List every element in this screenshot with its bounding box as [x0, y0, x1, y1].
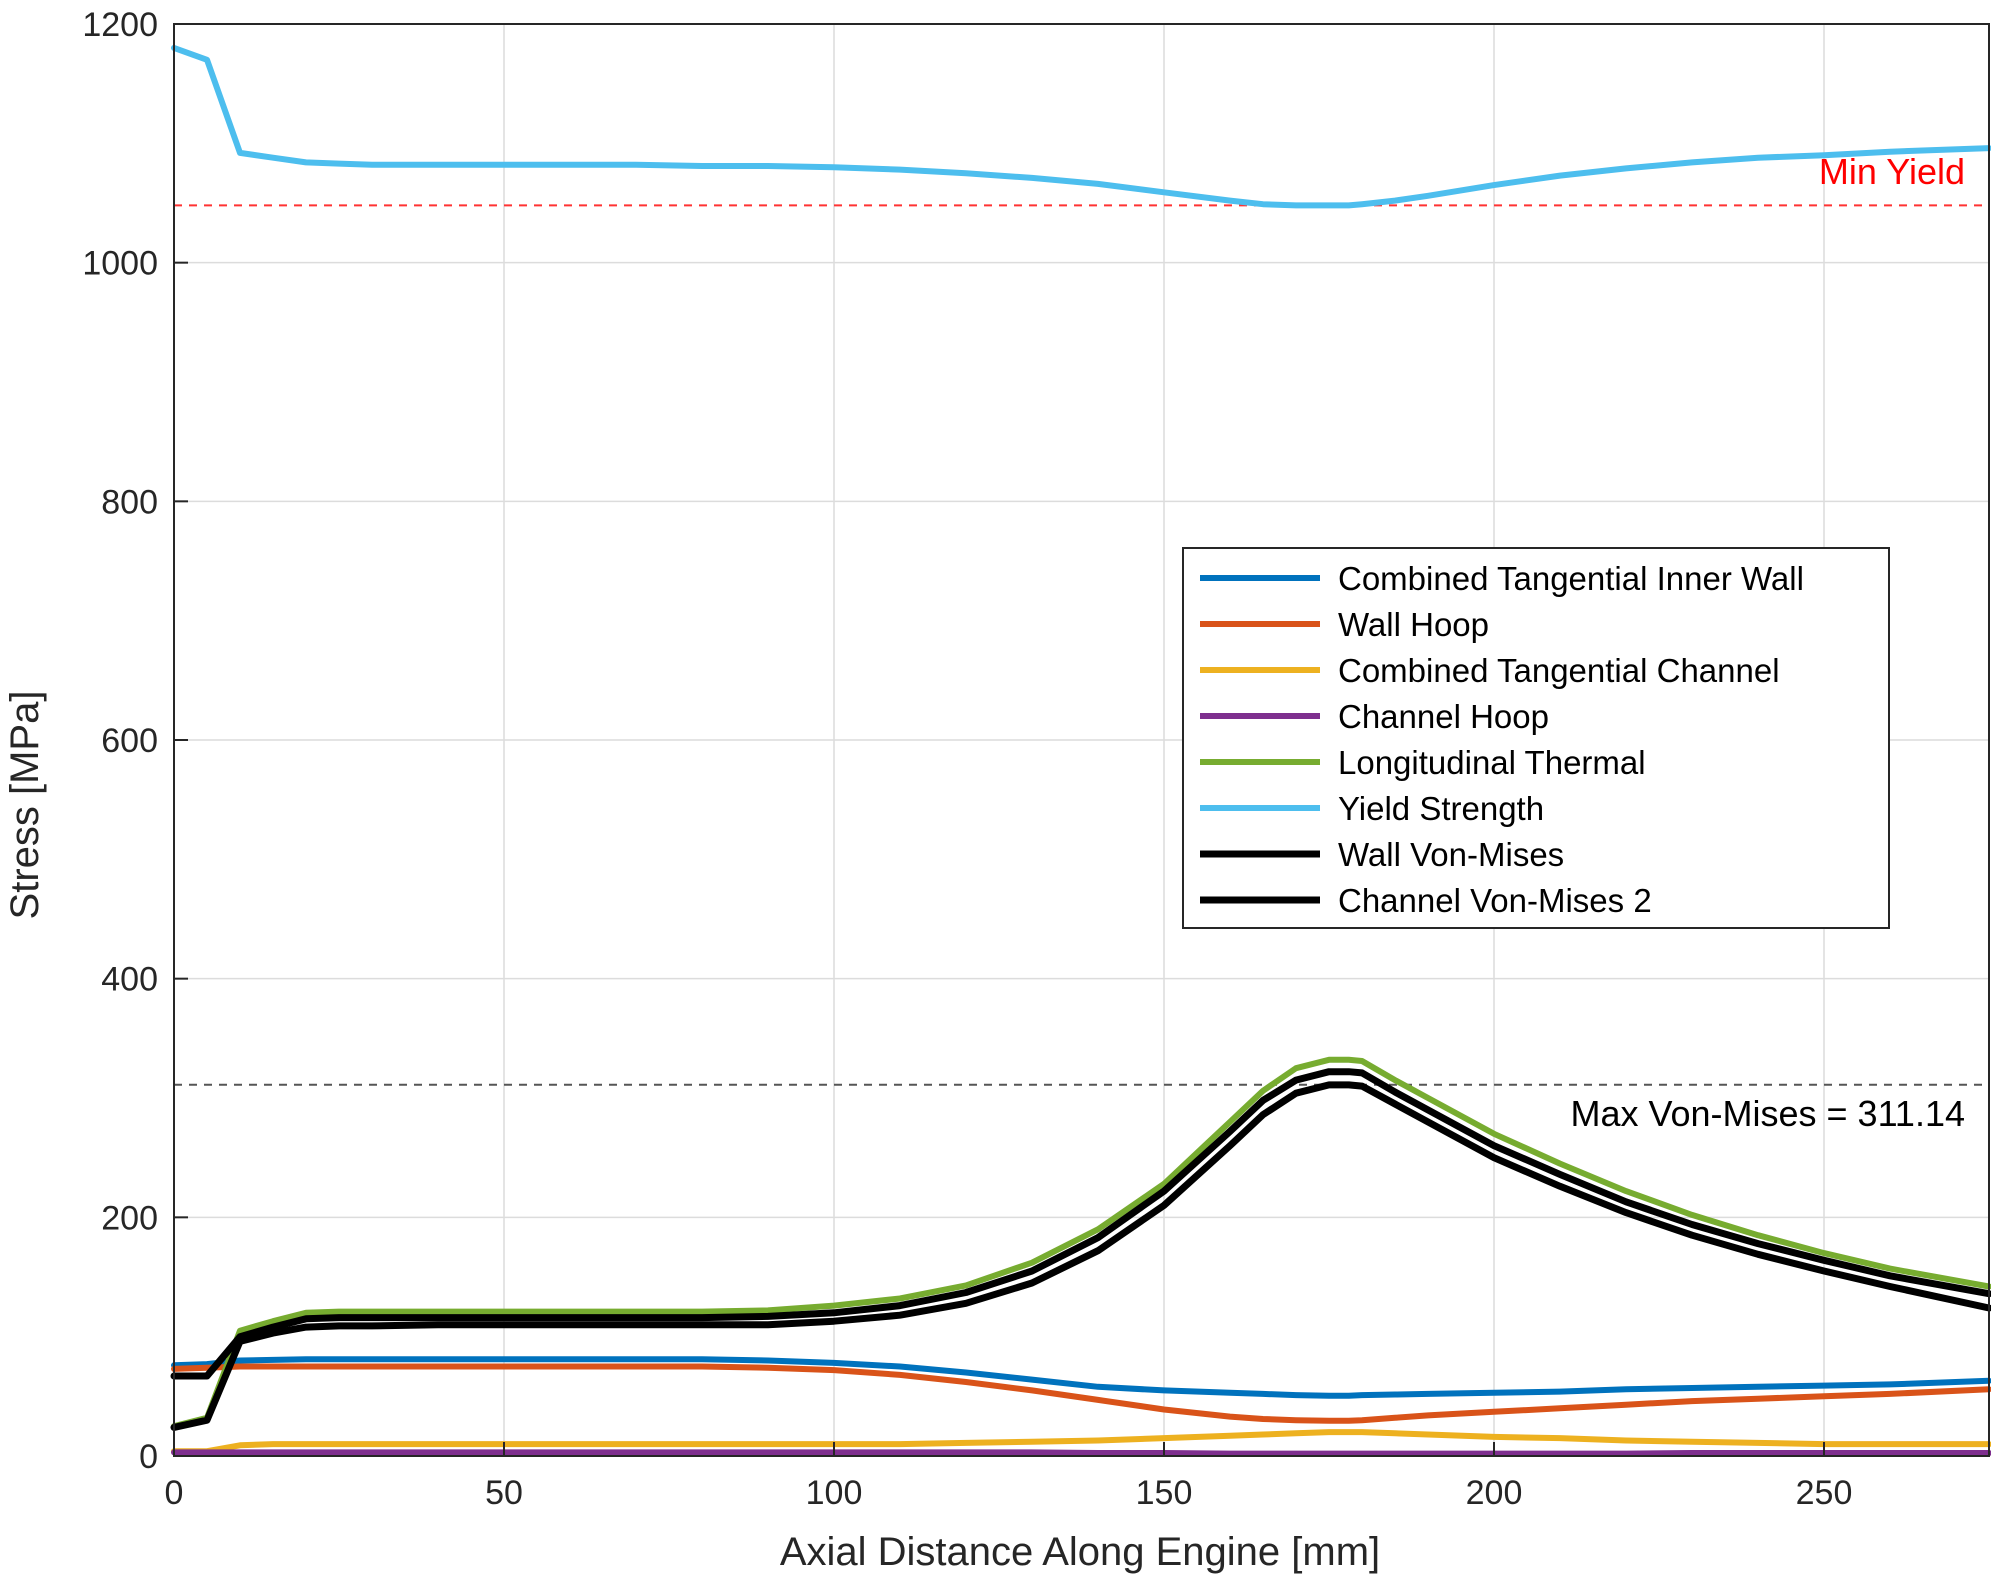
legend: Combined Tangential Inner Wall Wall Hoop C…	[1182, 547, 1890, 929]
x-tick-label: 150	[1136, 1474, 1193, 1512]
x-tick-label: 200	[1466, 1474, 1523, 1512]
legend-box	[1182, 547, 1890, 929]
legend-label-channel-hoop: Channel Hoop	[1338, 698, 1549, 735]
y-tick-label: 600	[101, 722, 158, 760]
x-tick-label: 100	[806, 1474, 863, 1512]
y-axis-label: Stress [MPa]	[3, 691, 47, 920]
y-tick-label: 0	[139, 1438, 158, 1476]
series-line-yield-strength	[171, 44, 1991, 209]
series-line-wall-von-mises	[170, 1068, 1991, 1380]
x-tick-label: 250	[1796, 1474, 1853, 1512]
min-yield-annotation: Min Yield	[1819, 151, 1965, 192]
legend-label-wall-von-mises: Wall Von-Mises	[1338, 836, 1564, 873]
max-von-mises-annotation: Max Von-Mises = 311.14	[1570, 1093, 1965, 1134]
series-line-channel-hoop	[171, 1449, 1991, 1457]
legend-label-longitudinal-thermal: Longitudinal Thermal	[1338, 744, 1646, 781]
legend-label-channel-von-mises-2: Channel Von-Mises 2	[1338, 882, 1652, 919]
legend-label-combined-tangential-channel: Combined Tangential Channel	[1338, 652, 1780, 689]
series-line-wall-hoop	[171, 1363, 1991, 1424]
legend-label-yield-strength: Yield Strength	[1338, 790, 1544, 827]
series-line-longitudinal-thermal	[171, 1056, 1991, 1430]
series-line-channel-von-mises-2	[170, 1081, 1991, 1431]
x-tick-label: 50	[485, 1474, 523, 1512]
y-tick-label: 400	[101, 961, 158, 999]
y-tick-label: 800	[101, 483, 158, 521]
y-tick-label: 1200	[82, 6, 158, 44]
series-lines	[170, 44, 1991, 1457]
axis-ticks: 0 50 100 150 200 250 0 200 400 600 800 1000 1200	[82, 6, 1852, 1512]
legend-label-wall-hoop: Wall Hoop	[1338, 606, 1489, 643]
y-tick-label: 1000	[82, 245, 158, 283]
reference-lines	[174, 204, 1989, 1086]
x-tick-label: 0	[165, 1474, 184, 1512]
x-axis-label: Axial Distance Along Engine [mm]	[780, 1530, 1380, 1574]
legend-label-combined-tangential-inner-wall: Combined Tangential Inner Wall	[1338, 560, 1804, 597]
y-tick-label: 200	[101, 1199, 158, 1237]
series-line-combined-tangential-channel	[171, 1429, 1991, 1455]
series-line-combined-tangential-inner-wall	[171, 1356, 1991, 1399]
